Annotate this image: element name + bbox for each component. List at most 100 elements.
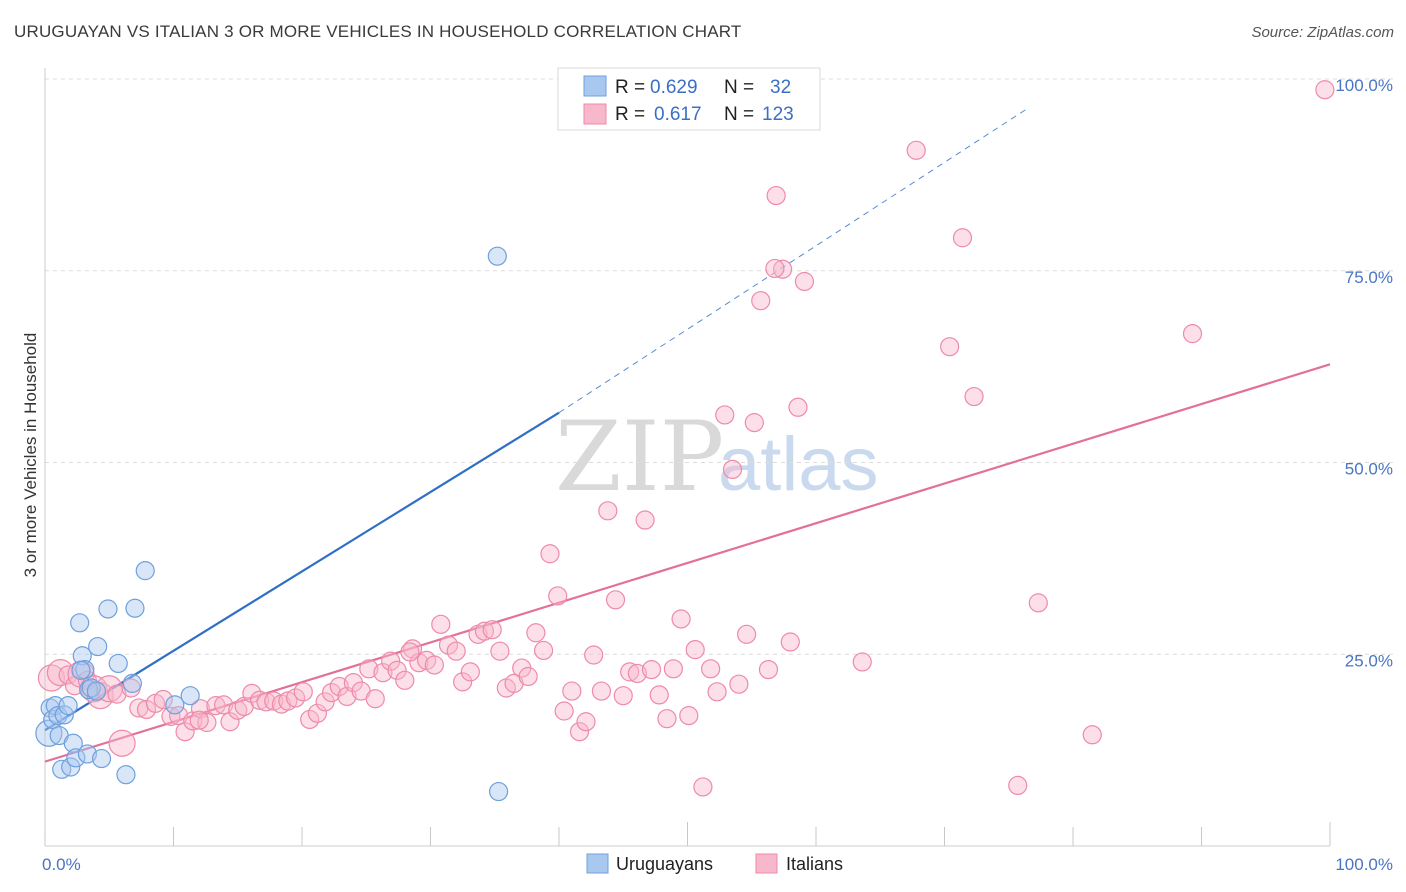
point-italians [540,544,560,564]
point-italians [400,642,420,662]
point-italians [490,641,510,661]
x-tick-label: 100.0% [1335,855,1393,874]
point-italians [438,635,459,655]
point-italians [189,710,209,730]
bottom-legend-swatch-italians [755,853,778,874]
point-italians [554,701,574,721]
point-italians [1182,324,1203,344]
point-italians [278,691,298,711]
point-italians [518,666,538,687]
point-uruguayans [81,678,101,698]
point-italians [751,291,771,311]
point-italians [685,640,705,660]
legend-swatch-uruguayans [583,75,607,97]
bottom-legend: Uruguayans Italians [586,853,843,874]
point-italians [37,664,66,692]
point-italians [533,640,554,661]
point-italians [107,684,127,704]
point-italians [321,682,342,703]
point-italians [679,706,699,726]
point-italians [175,722,195,742]
point-italians [365,689,385,709]
point-italians [197,712,217,733]
point-italians [453,672,473,692]
point-uruguayans [88,636,108,657]
point-italians [715,405,735,425]
point-italians [663,659,683,679]
watermark-zip: ZIP [555,401,724,513]
point-italians [300,709,320,730]
point-uruguayans [165,695,185,715]
legend-n-value-italians: 123 [762,104,794,125]
point-uruguayans [489,781,509,802]
point-italians [242,683,262,703]
point-italians [1008,775,1028,796]
point-italians [206,696,226,716]
gridlines [45,78,1395,655]
point-italians [671,609,691,629]
source-credit: Source: ZipAtlas.com [1251,24,1394,41]
y-axis-label: 3 or more Vehicles in Household [21,333,40,578]
point-italians [446,641,466,661]
point-italians [387,660,407,680]
point-italians [605,590,626,610]
point-uruguayans [108,653,128,674]
point-italians [758,659,779,680]
point-uruguayans [180,686,200,706]
point-italians [772,259,793,279]
point-italians [788,397,808,417]
point-uruguayans [487,246,507,266]
point-uruguayans [63,733,83,753]
point-italians [307,703,328,723]
point-uruguayans [58,696,78,716]
point-uruguayans [122,673,142,693]
point-italians [598,501,618,521]
point-uruguayans [116,765,136,785]
point-italians [214,695,234,715]
y-tick-label: 50.0% [1345,460,1393,479]
point-uruguayans [135,561,155,581]
point-italians [584,645,604,665]
bottom-legend-label-uruguayans: Uruguayans [616,854,713,874]
x-tick-label: 0.0% [42,855,81,874]
point-italians [108,729,136,757]
point-italians [591,681,612,701]
axes [44,68,1331,847]
point-italians [657,709,677,729]
point-italians [431,614,451,634]
point-italians [906,140,926,160]
legend-n-label: N = [724,104,754,125]
trend-extension-uruguayans [558,107,1029,414]
point-italians [649,685,669,705]
point-uruguayans [66,748,86,768]
point-italians [256,692,276,712]
point-italians [161,706,181,726]
point-italians [729,674,749,694]
point-italians [285,688,306,708]
point-italians [765,258,785,279]
point-italians [562,681,582,701]
point-uruguayans [91,748,112,769]
point-italians [852,652,872,672]
point-italians [635,510,655,530]
point-uruguayans [86,681,107,701]
point-italians [474,621,495,641]
point-italians [722,459,743,480]
point-italians [620,662,640,682]
point-italians [766,185,786,206]
y-tick-label: 100.0% [1335,76,1393,95]
legend-r-value-italians: 0.617 [654,104,702,125]
point-italians [293,682,313,702]
legend-swatch-italians [583,103,607,125]
point-uruguayans [48,706,68,726]
point-italians [264,691,284,711]
point-italians [627,663,647,684]
point-italians [249,690,270,710]
legend-r-label: R = [615,77,645,98]
point-italians [460,662,480,682]
point-italians [569,722,590,742]
tick-labels: 25.0% 50.0% 75.0% 100.0% 0.0% 100.0% [42,76,1393,874]
point-italians [329,676,349,697]
point-uruguayans [70,613,90,633]
